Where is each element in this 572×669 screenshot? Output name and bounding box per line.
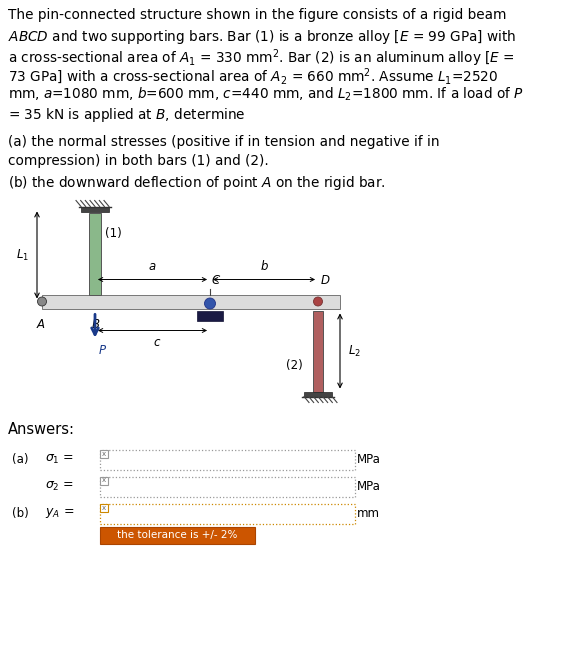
Text: $y_A$ =: $y_A$ = (45, 506, 74, 520)
Text: $\mathit{b}$: $\mathit{b}$ (260, 260, 268, 274)
Text: $\mathit{L}_1$: $\mathit{L}_1$ (16, 248, 29, 262)
Text: x: x (102, 504, 106, 510)
Bar (42, 294, 340, 308)
Text: compression) in both bars (1) and (2).: compression) in both bars (1) and (2). (8, 155, 269, 169)
Text: MPa: MPa (357, 453, 381, 466)
Text: x: x (102, 450, 106, 456)
Text: $\mathit{C}$: $\mathit{C}$ (211, 274, 221, 286)
Text: (a) the normal stresses (positive if in tension and negative if in: (a) the normal stresses (positive if in … (8, 135, 440, 149)
Circle shape (313, 297, 323, 306)
Text: (b) the downward deflection of point $\mathit{A}$ on the rigid bar.: (b) the downward deflection of point $\m… (8, 174, 386, 192)
Text: $\mathit{c}$: $\mathit{c}$ (153, 337, 162, 349)
Bar (89, 213, 101, 294)
Text: MPa: MPa (357, 480, 381, 493)
Text: x: x (102, 478, 106, 484)
Bar (304, 391, 332, 397)
Bar (100, 450, 108, 458)
Bar (81, 207, 109, 211)
Text: $\mathit{D}$: $\mathit{D}$ (320, 274, 331, 286)
Text: Answers:: Answers: (8, 421, 75, 436)
Circle shape (205, 298, 216, 309)
Text: $\mathit{B}$: $\mathit{B}$ (92, 318, 101, 332)
Bar (100, 450, 355, 470)
Bar (100, 527, 255, 543)
Text: (2): (2) (286, 359, 303, 373)
Text: = 35 kN is applied at $\mathit{B}$, determine: = 35 kN is applied at $\mathit{B}$, dete… (8, 106, 245, 124)
Bar (100, 504, 355, 524)
Text: mm, $\mathit{a}$=1080 mm, $\mathit{b}$=600 mm, $\mathit{c}$=440 mm, and $\mathit: mm, $\mathit{a}$=1080 mm, $\mathit{b}$=6… (8, 86, 524, 104)
Text: $\mathit{a}$: $\mathit{a}$ (148, 260, 157, 274)
Text: (1): (1) (105, 227, 122, 240)
Text: $\sigma_2$ =: $\sigma_2$ = (45, 480, 74, 493)
Bar (100, 476, 355, 496)
Text: mm: mm (357, 507, 380, 520)
Text: The pin-connected structure shown in the figure consists of a rigid beam: The pin-connected structure shown in the… (8, 8, 506, 22)
Text: (a): (a) (12, 453, 29, 466)
Bar (313, 310, 323, 391)
Text: $\mathit{A}$: $\mathit{A}$ (36, 318, 46, 332)
Bar (197, 310, 223, 320)
Text: 73 GPa] with a cross-sectional area of $\mathit{A}_2$ = 660 mm$^2$. Assume $\mat: 73 GPa] with a cross-sectional area of $… (8, 66, 498, 87)
Circle shape (38, 297, 46, 306)
Bar (100, 504, 108, 512)
Text: $\mathit{L}_2$: $\mathit{L}_2$ (348, 343, 361, 359)
Text: $\mathit{P}$: $\mathit{P}$ (98, 345, 107, 357)
Text: $\sigma_1$ =: $\sigma_1$ = (45, 453, 74, 466)
Text: the tolerance is +/- 2%: the tolerance is +/- 2% (117, 530, 238, 540)
Bar (100, 476, 108, 484)
Text: a cross-sectional area of $\mathit{A}_1$ = 330 mm$^2$. Bar (2) is an aluminum al: a cross-sectional area of $\mathit{A}_1$… (8, 47, 515, 69)
Text: (b): (b) (12, 507, 29, 520)
Text: $\mathit{ABCD}$ and two supporting bars. Bar (1) is a bronze alloy [$\mathit{E}$: $\mathit{ABCD}$ and two supporting bars.… (8, 27, 516, 45)
